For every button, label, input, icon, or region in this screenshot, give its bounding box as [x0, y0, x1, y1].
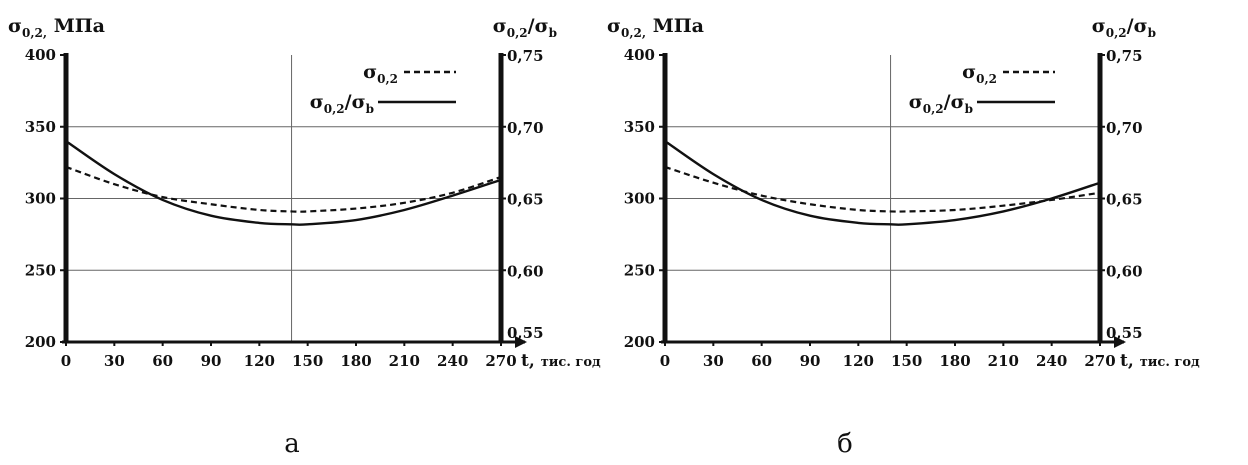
y-axis-title-right: σ0,2​/σb​	[1092, 15, 1156, 40]
x-tick-label: 240	[437, 352, 468, 370]
series-line-ratio	[65, 140, 502, 226]
series-line-sigma02	[65, 165, 502, 213]
y2-tick-label: 0,60	[507, 262, 544, 280]
y-tick-label: 300	[624, 190, 655, 208]
x-tick-label: 0	[61, 352, 71, 370]
legend-label: σ0,2​	[962, 61, 997, 86]
y-tick-label: 350	[25, 118, 56, 136]
x-tick-label: 270	[1084, 352, 1115, 370]
x-tick-label: 240	[1036, 352, 1067, 370]
x-tick-label: 210	[389, 352, 420, 370]
y-tick-label: 200	[624, 333, 655, 351]
y2-tick-label: 0,75	[1106, 47, 1143, 65]
x-tick-label: 60	[751, 352, 772, 370]
x-axis-title: t, тис. год	[521, 351, 601, 371]
panel-caption: а	[284, 429, 300, 459]
y-tick-label: 300	[25, 190, 56, 208]
y-tick-label: 200	[25, 333, 56, 351]
x-tick-label: 150	[292, 352, 323, 370]
y-tick-label: 400	[25, 46, 56, 64]
x-tick-label: 210	[988, 352, 1019, 370]
x-axis-title: t, тис. год	[1120, 351, 1200, 371]
x-tick-label: 150	[891, 352, 922, 370]
y2-tick-label: 0,55	[507, 324, 544, 342]
y2-tick-label: 0,75	[507, 47, 544, 65]
y-axis-title-left: σ0,2,​ МПа	[8, 15, 105, 40]
y2-tick-label: 0,70	[507, 119, 544, 137]
y-tick-label: 400	[624, 46, 655, 64]
x-tick-label: 180	[340, 352, 371, 370]
legend-label: σ0,2​/σb​	[310, 91, 374, 116]
y-tick-label: 250	[624, 261, 655, 279]
x-tick-label: 120	[843, 352, 874, 370]
series-line-ratio	[664, 140, 1101, 226]
legend-label: σ0,2​/σb​	[909, 91, 973, 116]
y2-tick-label: 0,65	[1106, 191, 1143, 209]
x-tick-label: 0	[660, 352, 670, 370]
chart-panel-б: 200 250 300 350 400 0,55 0,60 0,65 0,70 0,75 0 30 60…	[607, 15, 1200, 459]
y-axis-title-left: σ0,2,​ МПа	[607, 15, 704, 40]
y2-tick-label: 0,60	[1106, 262, 1143, 280]
y2-tick-label: 0,65	[507, 191, 544, 209]
legend-label: σ0,2​	[363, 61, 398, 86]
x-tick-label: 120	[244, 352, 275, 370]
x-tick-label: 60	[152, 352, 173, 370]
chart-panel-а: 200 250 300 350 400 0,55 0,60 0,65 0,70 0,75 0 30 60…	[8, 15, 601, 459]
x-tick-label: 30	[703, 352, 724, 370]
x-tick-label: 180	[939, 352, 970, 370]
y2-tick-label: 0,70	[1106, 119, 1143, 137]
y-tick-label: 250	[25, 261, 56, 279]
x-tick-label: 90	[201, 352, 222, 370]
y-tick-label: 350	[624, 118, 655, 136]
panel-caption: б	[837, 429, 853, 459]
x-tick-label: 30	[104, 352, 125, 370]
x-tick-label: 270	[485, 352, 516, 370]
x-tick-label: 90	[800, 352, 821, 370]
y2-tick-label: 0,55	[1106, 324, 1143, 342]
y-axis-title-right: σ0,2​/σb​	[493, 15, 557, 40]
series-line-sigma02	[664, 165, 1101, 213]
